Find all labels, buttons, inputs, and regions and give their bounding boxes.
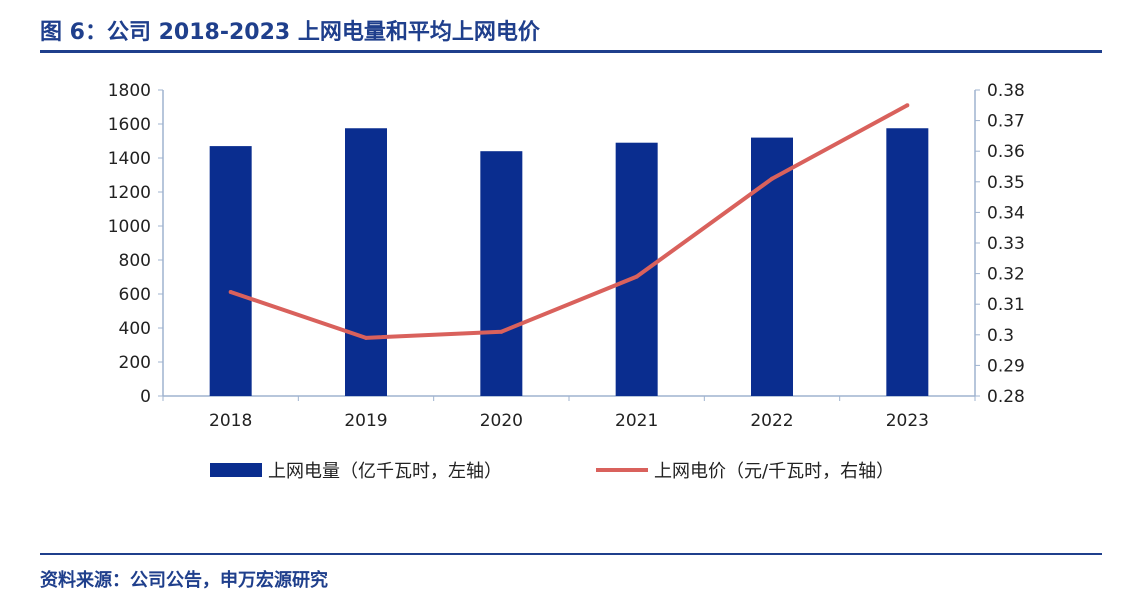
price-point-2023 <box>905 103 910 108</box>
left-tick-label: 400 <box>119 319 151 339</box>
left-tick-label: 200 <box>119 353 151 373</box>
right-tick-label: 0.35 <box>987 173 1025 193</box>
x-tick-label: 2021 <box>615 411 658 431</box>
left-tick-label: 600 <box>119 285 151 305</box>
price-line <box>230 103 909 340</box>
bar-2023 <box>886 128 929 396</box>
x-tick-label: 2023 <box>886 411 929 431</box>
right-tick-label: 0.29 <box>987 356 1025 376</box>
price-point-2018 <box>228 289 233 294</box>
footer-divider <box>40 553 1102 555</box>
bar-2021 <box>615 142 658 396</box>
bar-2022 <box>751 137 793 396</box>
left-tick-label: 0 <box>140 387 151 407</box>
legend-line-label: 上网电价（元/千瓦时，右轴） <box>654 461 894 482</box>
x-tick-label: 2018 <box>209 411 252 431</box>
right-tick-label: 0.34 <box>987 203 1025 223</box>
price-point-2022 <box>770 176 774 181</box>
x-tick-label: 2019 <box>344 411 387 431</box>
price-point-2019 <box>364 335 368 340</box>
price-point-2020 <box>499 329 504 334</box>
right-tick-label: 0.38 <box>987 81 1025 101</box>
x-tick-label: 2022 <box>750 411 793 431</box>
right-tick-label: 0.31 <box>987 295 1025 315</box>
right-tick-label: 0.37 <box>987 112 1025 132</box>
source-note: 资料来源：公司公告，申万宏源研究 <box>40 570 328 591</box>
price-point-2021 <box>634 274 639 279</box>
right-tick-label: 0.36 <box>987 142 1025 162</box>
left-tick-label: 1600 <box>108 115 151 135</box>
bar-series <box>209 128 929 396</box>
right-tick-label: 0.3 <box>987 326 1014 346</box>
bar-2019 <box>345 128 387 396</box>
bar-2020 <box>480 151 523 396</box>
title-divider <box>40 50 1102 53</box>
legend-bar-label: 上网电量（亿千瓦时，左轴） <box>268 461 502 482</box>
left-tick-label: 1800 <box>108 81 151 101</box>
bar-2018 <box>209 146 252 396</box>
left-tick-label: 800 <box>119 251 151 271</box>
right-tick-label: 0.28 <box>987 387 1025 407</box>
left-tick-label: 1000 <box>108 217 151 237</box>
left-tick-label: 1200 <box>108 183 151 203</box>
legend-bar-swatch <box>210 463 262 477</box>
line-series <box>228 103 910 340</box>
legend: 上网电量（亿千瓦时，左轴） 上网电价（元/千瓦时，右轴） <box>210 461 894 482</box>
left-tick-label: 1400 <box>108 149 151 169</box>
x-tick-label: 2020 <box>480 411 523 431</box>
axes: 0 200 400 600 800 1000 1200 1400 1600 1800 0.28 0.2… <box>108 81 1025 407</box>
right-tick-label: 0.33 <box>987 234 1025 254</box>
x-tick-labels: 2018 2019 2020 2021 2022 2023 <box>209 411 929 431</box>
chart-title: 图 6：公司 2018-2023 上网电量和平均上网电价 <box>40 20 540 45</box>
right-tick-label: 0.32 <box>987 265 1025 285</box>
